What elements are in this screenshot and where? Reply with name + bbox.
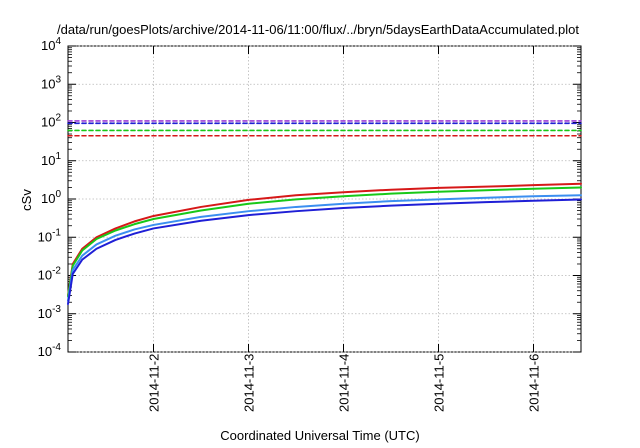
y-tick-label: 10-2 xyxy=(38,266,62,283)
y-tick-label-base: 10 xyxy=(41,38,55,53)
y-tick-label: 101 xyxy=(41,151,61,168)
y-tick-label-exponent: 3 xyxy=(55,74,61,85)
y-tick-label-exponent: -1 xyxy=(52,227,61,238)
y-tick-label-exponent: 2 xyxy=(55,113,61,124)
y-tick-label: 10-1 xyxy=(38,227,62,244)
y-tick-label: 102 xyxy=(41,113,61,130)
y-tick-label-base: 10 xyxy=(41,153,55,168)
chart-title: /data/run/goesPlots/archive/2014-11-06/1… xyxy=(57,22,579,37)
y-tick-label: 103 xyxy=(41,74,61,91)
y-tick-label-exponent: 0 xyxy=(55,189,61,200)
series-line-2 xyxy=(67,186,582,298)
y-tick-label-exponent: -2 xyxy=(52,266,61,277)
x-tick-label: 2014-11-6 xyxy=(527,354,542,412)
y-tick-label: 10-3 xyxy=(38,304,62,321)
y-tick-label: 104 xyxy=(41,36,61,53)
y-axis-label: cSv xyxy=(19,189,34,211)
y-tick-label-base: 10 xyxy=(38,229,52,244)
y-tick-label: 10-4 xyxy=(38,342,62,359)
y-tick-label-exponent: -3 xyxy=(52,304,61,315)
x-tick-label: 2014-11-5 xyxy=(432,354,447,412)
y-tick-label: 100 xyxy=(41,189,61,206)
y-tick-label-base: 10 xyxy=(41,115,55,130)
y-tick-label-base: 10 xyxy=(38,306,52,321)
y-tick-label-base: 10 xyxy=(41,191,55,206)
series-line-1 xyxy=(67,182,582,297)
y-tick-label-exponent: 4 xyxy=(55,36,61,47)
y-tick-label-base: 10 xyxy=(38,344,52,359)
series-line-4 xyxy=(67,198,582,305)
gridlines xyxy=(68,45,581,353)
x-tick-label: 2014-11-3 xyxy=(242,354,257,412)
x-tick-label: 2014-11-2 xyxy=(147,354,162,412)
data-series xyxy=(67,120,582,305)
x-axis-label: Coordinated Universal Time (UTC) xyxy=(220,428,419,443)
y-tick-label-base: 10 xyxy=(41,76,55,91)
y-tick-label-exponent: 1 xyxy=(55,151,61,162)
y-tick-label-exponent: -4 xyxy=(52,342,61,353)
y-tick-label-base: 10 xyxy=(38,268,52,283)
series-line-3 xyxy=(67,194,582,302)
x-axis-ticks: 2014-11-2 2014-11-3 2014-11-4 2014-11-5 2014… xyxy=(147,46,542,412)
x-tick-label: 2014-11-4 xyxy=(337,354,352,412)
